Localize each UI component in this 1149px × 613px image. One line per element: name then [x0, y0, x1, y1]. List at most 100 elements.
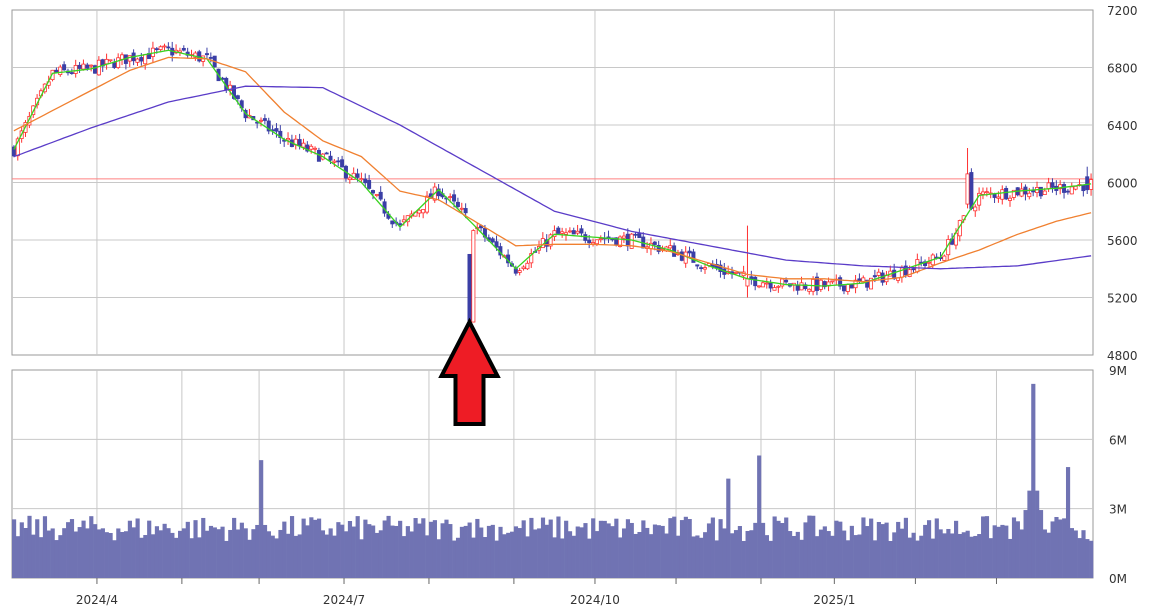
candle-body [598, 238, 603, 240]
volume-bar [784, 517, 789, 578]
candle-body [702, 267, 707, 270]
volume-bar [1085, 539, 1090, 578]
candle-body [772, 287, 777, 291]
volume-tick-label: 6M [1109, 433, 1127, 447]
volume-bar [62, 528, 67, 578]
volume-bar [822, 526, 827, 578]
volume-bar [104, 532, 109, 578]
volume-bar [185, 521, 190, 578]
volume-bar [768, 540, 773, 578]
candle-body [695, 264, 700, 267]
candle-body [776, 285, 781, 288]
volume-bar [31, 534, 36, 578]
volume-bar [540, 517, 546, 578]
candle-body [370, 190, 375, 194]
candle-body [822, 281, 827, 288]
volume-bar [807, 515, 812, 578]
volume-bar [259, 460, 264, 578]
volume-bar [66, 522, 71, 578]
volume-bar [1019, 529, 1024, 578]
candle-body [120, 54, 125, 60]
volume-bar [336, 522, 341, 578]
price-panel: 7200 6800 6400 6000 5600 5200 4800 [11, 4, 1138, 363]
volume-bar [865, 526, 870, 578]
volume-bar [401, 536, 407, 578]
volume-bar [861, 517, 866, 578]
candle-body [548, 234, 553, 247]
volume-bar [398, 520, 403, 578]
candle-body [262, 118, 267, 121]
volume-bar [676, 535, 681, 578]
volume-bar [722, 528, 727, 578]
volume-bar [251, 529, 256, 578]
candle-body [417, 209, 422, 214]
volume-bar [193, 520, 198, 578]
volume-bar [467, 522, 472, 578]
price-tick-label: 5200 [1107, 292, 1138, 306]
volume-bar [973, 535, 978, 578]
volume-bar [884, 522, 889, 578]
volume-bar [1069, 528, 1074, 578]
candle-body [980, 191, 985, 195]
volume-tick-label: 0M [1109, 572, 1127, 586]
candle-body [286, 138, 291, 141]
candle-body [228, 84, 233, 91]
volume-bar [899, 528, 905, 578]
candle-body [347, 177, 352, 181]
volume-bar [984, 516, 990, 578]
volume-bar [606, 523, 611, 578]
candle-body [594, 239, 599, 245]
candle-body [378, 191, 383, 200]
volume-bar [660, 525, 665, 578]
volume-bar [718, 519, 723, 578]
candle-body [973, 206, 978, 212]
candle-body [112, 62, 117, 68]
volume-bar [548, 519, 553, 578]
volume-bar [602, 520, 607, 578]
volume-bar [23, 527, 28, 578]
candle-body [583, 234, 588, 241]
candle-body [869, 277, 874, 290]
volume-bar [714, 540, 719, 578]
price-tick-label: 4800 [1107, 349, 1138, 363]
volume-bar [598, 520, 603, 578]
volume-bar [579, 527, 584, 578]
candle-body [69, 72, 74, 74]
candle-body [355, 173, 360, 178]
volume-bar [301, 518, 306, 578]
candle-body [93, 65, 98, 74]
volume-bar [174, 537, 179, 578]
volume-bar [316, 518, 322, 578]
volume-bar [587, 538, 592, 578]
candle-body [579, 228, 584, 234]
volume-bar [42, 516, 48, 578]
candle-body [162, 45, 167, 48]
volume-bar [170, 532, 175, 578]
volume-bar [50, 528, 55, 578]
volume-bar [143, 535, 148, 578]
volume-bar [687, 519, 692, 578]
volume-bar [529, 517, 534, 578]
volume-bar [455, 537, 461, 578]
volume-bar [77, 527, 82, 578]
candle-body [336, 160, 341, 163]
volume-bar [216, 529, 221, 578]
candle-body [231, 85, 236, 99]
volume-bar [965, 530, 970, 578]
candle-body [1046, 182, 1051, 190]
candle-body [305, 144, 310, 152]
volume-bar [1046, 532, 1051, 578]
volume-bar [313, 519, 318, 578]
price-tick-label: 6800 [1107, 62, 1138, 76]
volume-bar [239, 522, 244, 578]
volume-bar [876, 521, 881, 578]
candle-body [517, 270, 522, 273]
candle-body [139, 57, 144, 62]
candle-body [799, 282, 804, 291]
volume-bar [328, 528, 333, 578]
volume-bar [85, 528, 90, 578]
candle-body [274, 128, 279, 132]
candle-body [77, 64, 82, 69]
volume-bar [278, 529, 283, 578]
volume-bar [672, 516, 677, 578]
